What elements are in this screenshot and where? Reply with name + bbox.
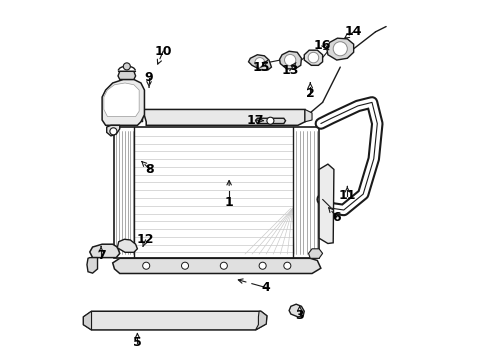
Text: 12: 12 (137, 234, 154, 247)
Circle shape (220, 262, 227, 269)
Polygon shape (289, 304, 304, 317)
Circle shape (143, 262, 150, 269)
Circle shape (285, 54, 296, 66)
Polygon shape (305, 109, 312, 122)
Polygon shape (107, 125, 120, 136)
Text: 6: 6 (332, 211, 341, 224)
Polygon shape (319, 164, 334, 243)
Text: 11: 11 (339, 189, 356, 202)
Polygon shape (134, 109, 143, 122)
Bar (115, 127, 319, 258)
Polygon shape (87, 258, 98, 273)
Circle shape (267, 117, 274, 124)
Text: 16: 16 (313, 40, 331, 53)
Polygon shape (309, 249, 322, 258)
Polygon shape (83, 311, 267, 330)
Circle shape (259, 262, 266, 269)
Text: 9: 9 (145, 71, 153, 84)
Polygon shape (248, 55, 271, 70)
Circle shape (284, 262, 291, 269)
Polygon shape (118, 71, 136, 80)
Text: 17: 17 (247, 113, 264, 126)
Text: 8: 8 (146, 163, 154, 176)
Text: 5: 5 (133, 337, 142, 350)
Polygon shape (102, 80, 145, 125)
Polygon shape (117, 239, 137, 252)
Circle shape (123, 63, 130, 70)
Polygon shape (104, 83, 139, 117)
Text: 4: 4 (262, 281, 270, 294)
Circle shape (181, 262, 189, 269)
Polygon shape (256, 118, 286, 123)
Polygon shape (90, 244, 120, 258)
Circle shape (333, 42, 347, 56)
Polygon shape (304, 50, 322, 66)
Circle shape (110, 128, 117, 135)
Polygon shape (143, 109, 305, 125)
Polygon shape (256, 311, 267, 330)
Text: 2: 2 (306, 87, 315, 100)
Polygon shape (280, 51, 301, 69)
Text: 3: 3 (295, 309, 304, 322)
Circle shape (308, 52, 318, 63)
Text: 10: 10 (154, 45, 172, 58)
Polygon shape (113, 258, 321, 274)
Text: 15: 15 (252, 60, 270, 73)
Text: 1: 1 (225, 197, 234, 210)
Polygon shape (327, 38, 354, 60)
Polygon shape (83, 311, 92, 330)
Text: 13: 13 (281, 64, 298, 77)
Circle shape (255, 58, 265, 67)
Text: 14: 14 (345, 25, 363, 38)
Text: 7: 7 (97, 249, 105, 262)
